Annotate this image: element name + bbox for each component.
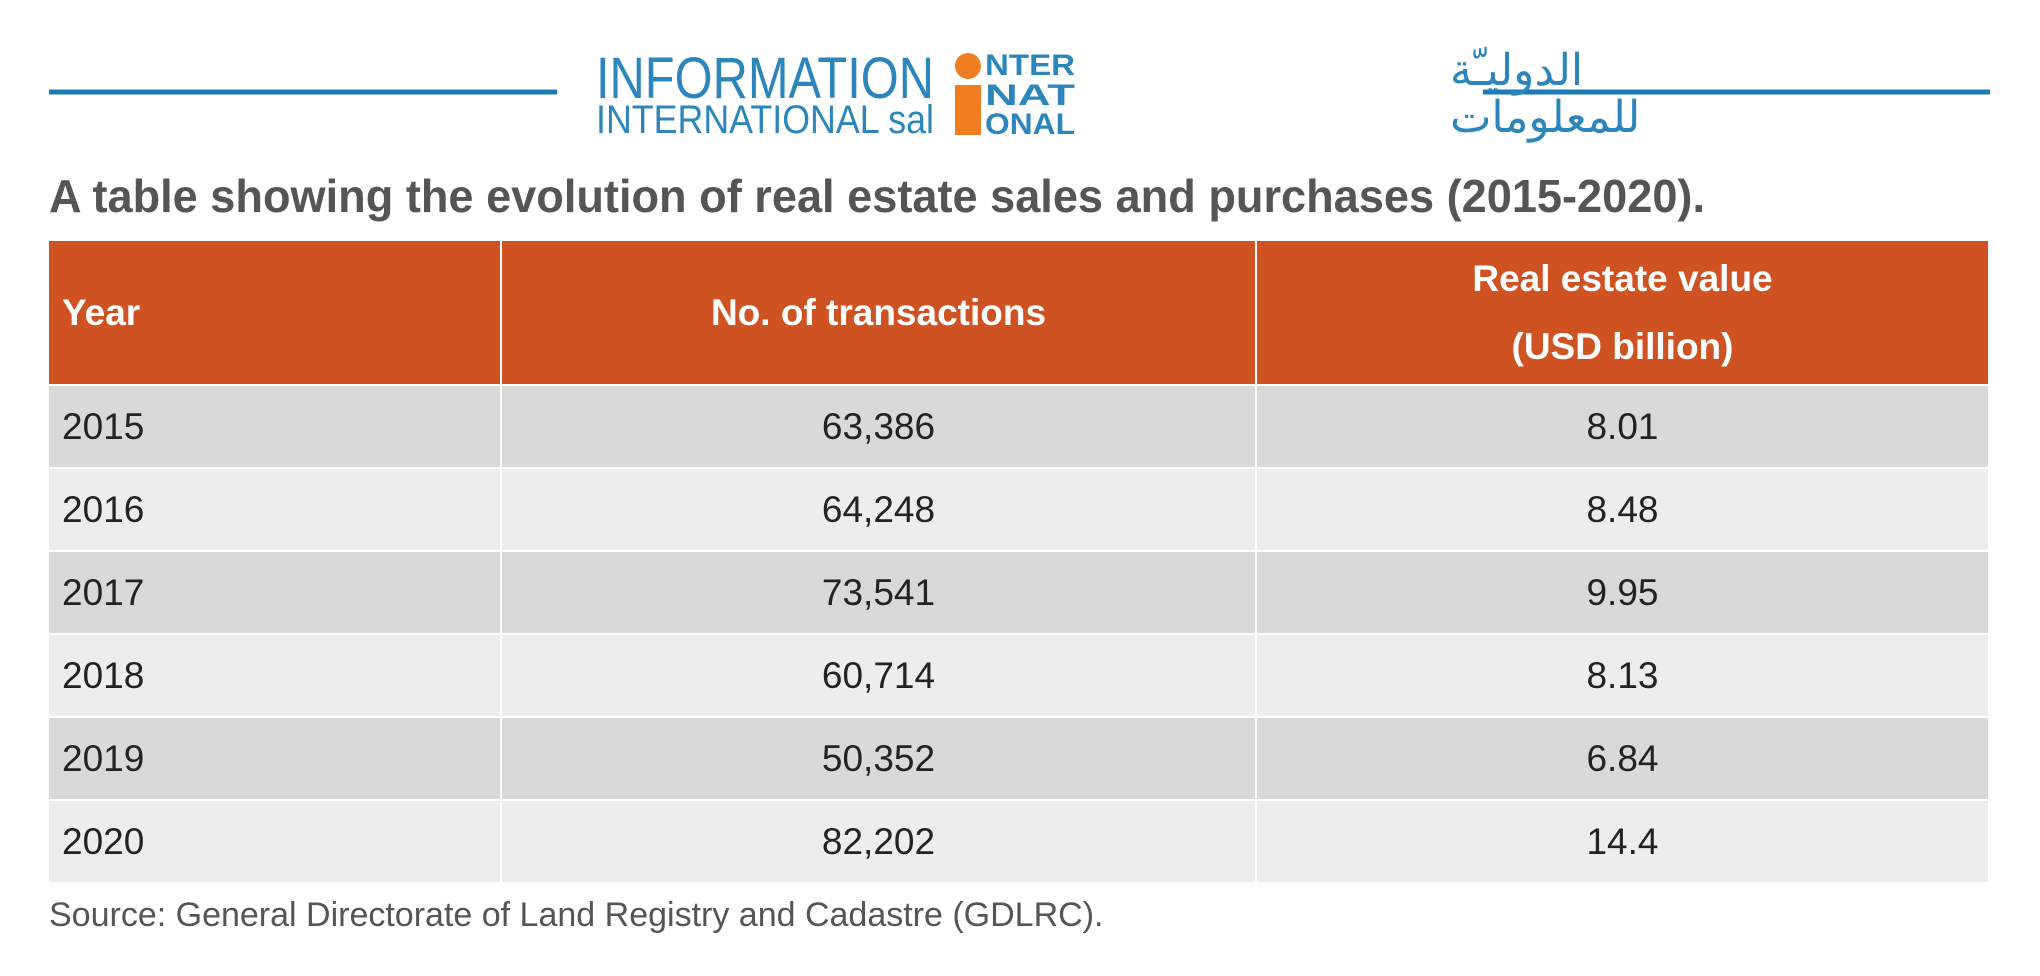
header-cell: No. of transactions (502, 241, 1257, 386)
table-cell: 82,202 (502, 801, 1257, 884)
logo-i-stem (955, 85, 981, 135)
logo-arabic: الدوليـّة (1450, 46, 1583, 96)
table-cell: 2017 (49, 552, 502, 635)
table-cell: 9.95 (1257, 552, 1988, 635)
cell-text: 73,541 (821, 571, 936, 613)
cell-text: 64,248 (821, 488, 936, 530)
table-cell: 8.01 (1257, 386, 1988, 469)
cell-text: 14.4 (1586, 820, 1659, 862)
table-cell: 6.84 (1257, 718, 1988, 801)
table-cell: 2020 (49, 801, 502, 884)
cell-text: 60,714 (821, 654, 936, 696)
logo-i-dot (955, 53, 981, 79)
cell-text: 2019 (62, 737, 145, 779)
cell-text: 8.48 (1586, 488, 1659, 530)
table-cell: 8.48 (1257, 469, 1988, 552)
table-cell: 50,352 (502, 718, 1257, 801)
cell-text: 2016 (62, 488, 145, 530)
cell-text: 6.84 (1586, 737, 1659, 779)
logo-mark: NAT (985, 79, 1075, 112)
cell-text: 2017 (62, 571, 145, 613)
logo-mark: NTER (985, 49, 1075, 82)
logo-mark: ONAL (985, 108, 1075, 141)
table-cell: 2018 (49, 635, 502, 718)
cell-text: 63,386 (821, 405, 936, 447)
header-cell: Year (49, 241, 502, 386)
table-cell: 2015 (49, 386, 502, 469)
table-cell: 14.4 (1257, 801, 1988, 884)
header-cell: Real estate value (USD billion) (1257, 241, 1988, 386)
cell-text: No. of transactions (710, 291, 1047, 333)
table-cell: 2016 (49, 469, 502, 552)
logo-line1: INFORMATION (596, 46, 934, 111)
title: A table showing the evolution of real es… (49, 170, 1705, 222)
cell-text: 2015 (62, 405, 145, 447)
source-note: Source: General Directorate of Land Regi… (49, 896, 1104, 934)
cell-text: 50,352 (821, 737, 936, 779)
table: Year No. of transactions Real estate value… (49, 241, 1988, 884)
cell-text: 8.13 (1586, 654, 1659, 696)
table-cell: 63,386 (502, 386, 1257, 469)
logo-line2: INTERNATIONAL sal (596, 98, 934, 142)
table-cell: 60,714 (502, 635, 1257, 718)
cell-text: 9.95 (1586, 571, 1659, 613)
table-cell: 73,541 (502, 552, 1257, 635)
table-cell: 2019 (49, 718, 502, 801)
logo-arabic: للمعلومات (1450, 93, 1640, 143)
cell-text: 8.01 (1586, 405, 1659, 447)
cell-text: Year (62, 291, 141, 333)
cell-text: 2020 (62, 820, 145, 862)
cell-text: 82,202 (821, 820, 936, 862)
cell-text: Real estate value (USD billion) (1472, 257, 1773, 367)
table-cell: 64,248 (502, 469, 1257, 552)
cell-text: 2018 (62, 654, 145, 696)
table-cell: 8.13 (1257, 635, 1988, 718)
